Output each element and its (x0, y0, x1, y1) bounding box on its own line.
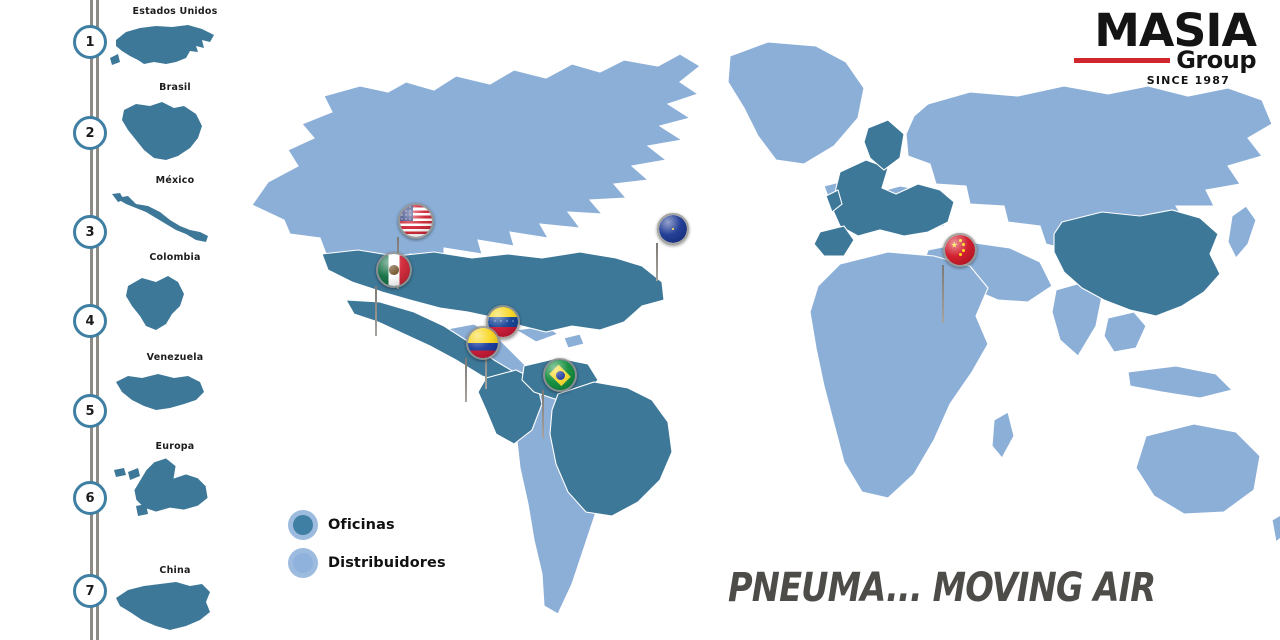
timeline-node-2[interactable]: 2 (73, 116, 107, 150)
pin-stem (942, 265, 944, 323)
pin-stem (656, 243, 658, 281)
country-shape-colombia (110, 268, 220, 338)
timeline-label-china: China (159, 565, 191, 576)
brand-row-group: Group (1070, 46, 1256, 74)
timeline-label-estados-unidos: Estados Unidos (132, 6, 218, 17)
legend-item-distribuidores[interactable]: Distribuidores (288, 544, 446, 582)
timeline-node-7[interactable]: 7 (73, 574, 107, 608)
timeline-label-mexico: México (155, 175, 195, 186)
legend-item-oficinas[interactable]: Oficinas (288, 506, 446, 544)
country-shape-venezuela (110, 366, 220, 424)
legend-dot-distributor-icon (288, 548, 318, 578)
timeline-label-europa: Europa (155, 441, 195, 452)
brand-logo: MASIA Group SINCE 1987 (1070, 8, 1257, 87)
legend-label-oficinas: Oficinas (328, 517, 395, 533)
flag-icon-mx (376, 252, 412, 288)
brand-name: MASIA (1094, 4, 1257, 57)
country-shape-united-states (110, 18, 220, 78)
timeline-node-6[interactable]: 6 (73, 481, 107, 515)
brand-subname: Group (1176, 46, 1256, 74)
timeline-label-colombia: Colombia (149, 252, 201, 263)
country-shape-china (110, 578, 220, 636)
timeline-node-3[interactable]: 3 (73, 215, 107, 249)
flag-icon-eu (657, 213, 689, 245)
country-timeline: Estados Unidos Brasil México Colombia Ve… (0, 0, 220, 640)
timeline-label-brasil: Brasil (159, 82, 191, 93)
flag-icon-cn (943, 233, 977, 267)
map-legend: Oficinas Distribuidores (288, 506, 446, 582)
legend-label-distribuidores: Distribuidores (328, 555, 446, 571)
pin-stem (485, 337, 487, 389)
country-shape-europe (110, 456, 220, 522)
timeline-node-4[interactable]: 4 (73, 304, 107, 338)
tagline: PNEUMA... MOVING AIR (728, 565, 1156, 611)
country-shape-brazil (110, 96, 220, 166)
timeline-label-venezuela: Venezuela (146, 352, 204, 363)
pin-stem (465, 358, 467, 402)
flag-icon-br (543, 358, 577, 392)
legend-dot-office-icon (288, 510, 318, 540)
brand-red-bar (1074, 57, 1171, 63)
timeline-node-5[interactable]: 5 (73, 394, 107, 428)
pin-stem (542, 390, 544, 438)
country-shape-mexico (110, 190, 220, 252)
flag-icon-co (466, 326, 500, 360)
flag-icon-us (398, 203, 434, 239)
pin-stem (375, 286, 377, 336)
timeline-node-1[interactable]: 1 (73, 25, 107, 59)
brand-since: SINCE 1987 (1146, 74, 1230, 87)
